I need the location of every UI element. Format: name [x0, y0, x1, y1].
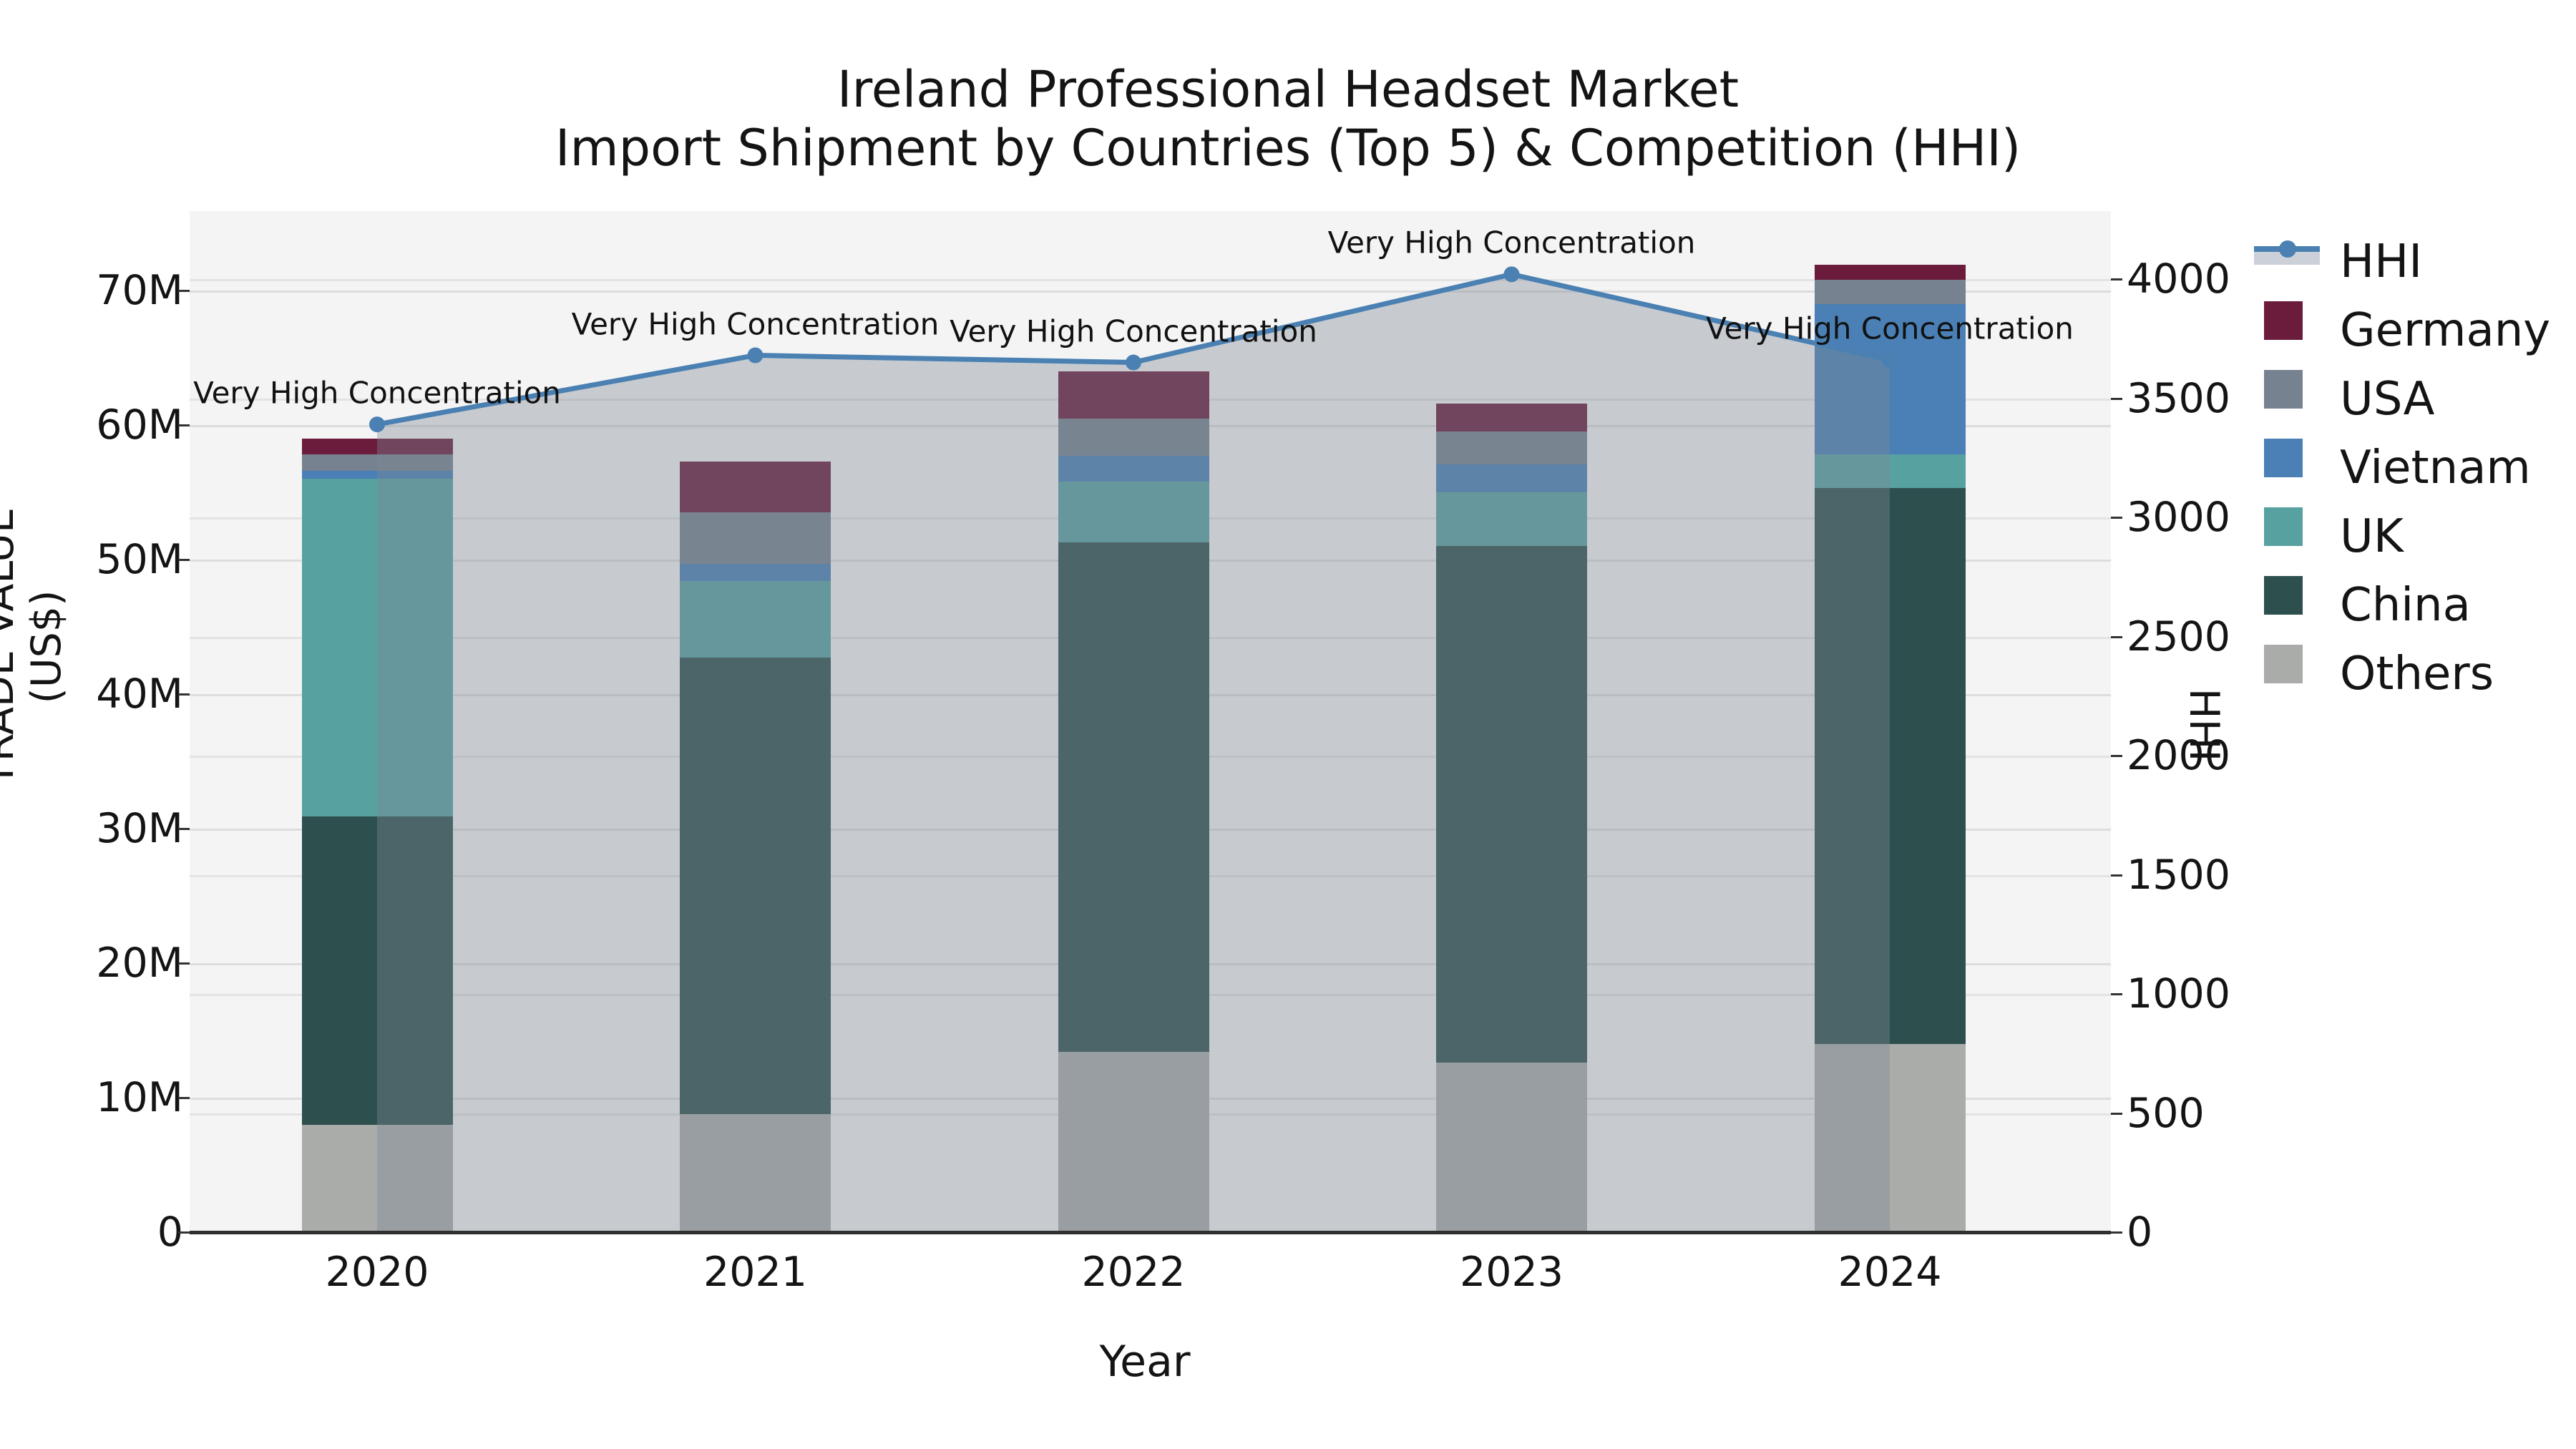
- y-axis-right-title: HHI: [2180, 688, 2228, 762]
- bar-segment-china-2021: [680, 658, 831, 1114]
- y-left-tickmark-40M: [178, 693, 190, 696]
- legend-label-hhi: HHI: [2340, 235, 2423, 288]
- legend-swatch-germany: [2264, 301, 2303, 340]
- y-right-tickmark-2500: [2111, 635, 2122, 638]
- legend-label-vietnam: Vietnam: [2340, 441, 2531, 494]
- bar-segment-usa-2024: [1814, 279, 1966, 304]
- y-right-tickmark-4000: [2111, 278, 2122, 280]
- legend-hhi-band: [2254, 250, 2320, 265]
- y-left-tick-50M: 50M: [96, 536, 183, 583]
- x-tick-2020: 2020: [325, 1249, 429, 1296]
- bar-segment-uk-2020: [301, 479, 453, 817]
- bar-segment-china-2023: [1436, 546, 1587, 1063]
- bar-segment-usa-2020: [301, 454, 453, 471]
- y-left-tickmark-70M: [178, 290, 190, 292]
- bar-segment-vietnam-2020: [301, 470, 453, 479]
- bar-segment-vietnam-2022: [1058, 456, 1209, 482]
- legend-swatch-china: [2264, 576, 2303, 615]
- bar-segment-usa-2022: [1058, 418, 1209, 457]
- y-left-tick-70M: 70M: [96, 267, 183, 314]
- y-right-tick-500: 500: [2127, 1089, 2205, 1137]
- bar-segment-vietnam-2023: [1436, 464, 1587, 492]
- bar-segment-germany-2022: [1058, 371, 1209, 419]
- annotation-2023: Very High Concentration: [1327, 225, 1696, 260]
- bar-segment-germany-2020: [301, 438, 453, 455]
- y-right-tickmark-1000: [2111, 993, 2122, 995]
- bar-segment-others-2020: [301, 1124, 453, 1232]
- legend-swatch-vietnam: [2264, 439, 2303, 477]
- y-right-tickmark-0: [2111, 1231, 2122, 1234]
- bar-segment-others-2022: [1058, 1052, 1209, 1232]
- y-right-tickmark-3000: [2111, 517, 2122, 519]
- annotation-2022: Very High Concentration: [950, 313, 1317, 349]
- legend-swatch-uk: [2264, 507, 2303, 546]
- x-tick-2023: 2023: [1459, 1249, 1564, 1296]
- bar-segment-others-2021: [680, 1113, 831, 1232]
- legend-label-usa: USA: [2340, 373, 2435, 426]
- y-right-tick-0: 0: [2127, 1209, 2153, 1256]
- chart-title-line1: Ireland Professional Headset Market: [836, 60, 1740, 119]
- hhi-marker-2022: [1126, 354, 1141, 371]
- bar-segment-uk-2023: [1436, 492, 1587, 547]
- y-right-tick-1000: 1000: [2127, 970, 2231, 1018]
- legend-label-china: China: [2340, 579, 2471, 632]
- x-axis-line: [190, 1231, 2111, 1234]
- y-right-tick-3500: 3500: [2127, 374, 2231, 422]
- legend-label-germany: Germany: [2340, 304, 2551, 357]
- hhi-marker-2021: [747, 347, 763, 364]
- y-left-tick-30M: 30M: [96, 805, 183, 852]
- y-left-tickmark-20M: [178, 962, 190, 965]
- y-right-tick-4000: 4000: [2127, 255, 2231, 303]
- plot-area: [190, 211, 2111, 1232]
- annotation-2020: Very High Concentration: [193, 375, 561, 411]
- x-tick-2021: 2021: [703, 1249, 808, 1296]
- x-tick-2022: 2022: [1081, 1249, 1186, 1296]
- chart-title-line2: Import Shipment by Countries (Top 5) & C…: [555, 119, 2021, 177]
- x-tick-2024: 2024: [1838, 1249, 1942, 1296]
- bar-segment-china-2020: [301, 816, 453, 1125]
- legend-swatch-others: [2264, 645, 2303, 683]
- bar-segment-usa-2021: [680, 512, 831, 564]
- legend-swatch-usa: [2264, 370, 2303, 409]
- y-left-tick-20M: 20M: [96, 940, 183, 987]
- bar-segment-germany-2023: [1436, 403, 1587, 432]
- legend-label-others: Others: [2340, 648, 2494, 701]
- bar-segment-uk-2022: [1058, 481, 1209, 542]
- y-left-tick-40M: 40M: [96, 670, 183, 718]
- legend-hhi-marker-icon: [2279, 240, 2296, 258]
- y-right-tick-1500: 1500: [2127, 851, 2231, 899]
- y-left-tickmark-10M: [178, 1097, 190, 1099]
- legend-label-uk: UK: [2340, 510, 2404, 563]
- y-right-tickmark-500: [2111, 1112, 2122, 1115]
- annotation-2021: Very High Concentration: [571, 306, 940, 342]
- bar-segment-germany-2024: [1814, 265, 1966, 280]
- y-right-tickmark-1500: [2111, 874, 2122, 877]
- y-axis-left-title: TRADE VALUE (US$): [0, 507, 70, 787]
- y-left-tickmark-60M: [178, 424, 190, 426]
- y-right-tickmark-2000: [2111, 755, 2122, 757]
- y-right-tick-3000: 3000: [2127, 494, 2231, 541]
- bar-segment-uk-2024: [1814, 454, 1966, 489]
- annotation-2024: Very High Concentration: [1706, 311, 2074, 346]
- y-left-tickmark-30M: [178, 828, 190, 830]
- bar-segment-others-2023: [1436, 1063, 1587, 1232]
- y-right-tick-2000: 2000: [2127, 732, 2231, 779]
- y-left-tickmark-0: [178, 1231, 190, 1234]
- y-left-tick-10M: 10M: [96, 1074, 183, 1121]
- bar-segment-others-2024: [1814, 1043, 1966, 1232]
- bar-segment-usa-2023: [1436, 431, 1587, 464]
- bar-segment-vietnam-2021: [680, 563, 831, 582]
- x-axis-title: Year: [1099, 1337, 1191, 1387]
- y-right-tick-2500: 2500: [2127, 613, 2231, 660]
- bar-segment-china-2022: [1058, 542, 1209, 1053]
- y-left-tick-60M: 60M: [96, 401, 183, 449]
- bar-segment-germany-2021: [680, 461, 831, 513]
- y-left-tickmark-50M: [178, 559, 190, 561]
- bar-segment-uk-2021: [680, 581, 831, 658]
- bar-segment-china-2024: [1814, 488, 1966, 1044]
- y-left-tick-0: 0: [157, 1209, 183, 1256]
- y-right-tickmark-3500: [2111, 397, 2122, 400]
